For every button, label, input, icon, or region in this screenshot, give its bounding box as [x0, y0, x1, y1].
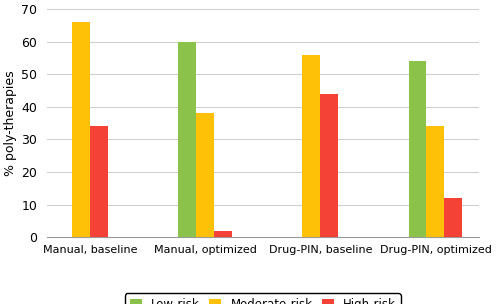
Bar — [196, 113, 214, 237]
Legend: Low-risk, Moderate-risk, High-risk: Low-risk, Moderate-risk, High-risk — [125, 293, 400, 304]
Bar — [320, 94, 338, 237]
Bar — [90, 126, 108, 237]
Bar — [426, 126, 444, 237]
Bar — [72, 22, 90, 237]
Bar — [444, 198, 462, 237]
Bar — [302, 55, 320, 237]
Bar — [214, 231, 232, 237]
Bar — [178, 42, 196, 237]
Bar — [408, 61, 426, 237]
Y-axis label: % poly-therapies: % poly-therapies — [4, 70, 17, 176]
